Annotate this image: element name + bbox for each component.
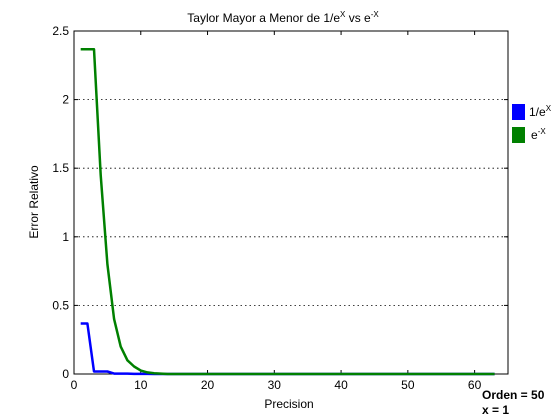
- legend-swatch-1: [512, 104, 525, 120]
- legend-swatch-2: [512, 127, 525, 143]
- legend-label-2-sup: -X: [538, 127, 547, 136]
- x-axis-label: Precision: [264, 397, 313, 411]
- y-tick-label: 1: [62, 230, 69, 244]
- legend-label-1-sup: X: [546, 104, 552, 113]
- y-tick-label: 2: [62, 93, 69, 107]
- chart-title-prefix: Taylor Mayor a Menor de 1/e: [187, 11, 340, 25]
- x-tick-label: 10: [134, 378, 148, 392]
- axis-ticks: 0 0.5 1 1.5 2 2.5 0 10 20 30 40 50 60: [52, 24, 508, 392]
- x-tick-label: 0: [71, 378, 78, 392]
- order-annotation: Orden = 50: [482, 388, 545, 402]
- x-tick-label: 50: [401, 378, 415, 392]
- legend: 1/eX e-X: [512, 104, 552, 143]
- y-tick-label: 2.5: [52, 24, 69, 38]
- chart-title: Taylor Mayor a Menor de 1/eX vs e-X: [187, 10, 379, 25]
- series-lines: [80, 47, 495, 376]
- legend-label-2: e-X: [531, 127, 546, 142]
- grid-lines: [74, 99, 508, 306]
- legend-label-2-base: e: [531, 128, 538, 142]
- chart-title-sup2: -X: [371, 10, 380, 19]
- x-tick-label: 20: [201, 378, 215, 392]
- plot-area: [73, 30, 509, 375]
- y-tick-label: 1.5: [52, 161, 69, 175]
- x-tick-label: 30: [268, 378, 282, 392]
- x-value-annotation: x = 1: [482, 403, 509, 417]
- y-tick-label: 0.5: [52, 298, 69, 312]
- x-tick-label: 40: [334, 378, 348, 392]
- legend-label-1: 1/eX: [529, 104, 552, 119]
- chart-title-sup1: X: [340, 10, 346, 19]
- series-line-2: [80, 47, 495, 376]
- y-axis-label: Error Relativo: [27, 165, 41, 239]
- x-tick-label: 60: [468, 378, 482, 392]
- legend-label-1-base: 1/e: [529, 105, 546, 119]
- chart-title-middle: vs e: [345, 11, 371, 25]
- y-tick-label: 0: [62, 367, 69, 381]
